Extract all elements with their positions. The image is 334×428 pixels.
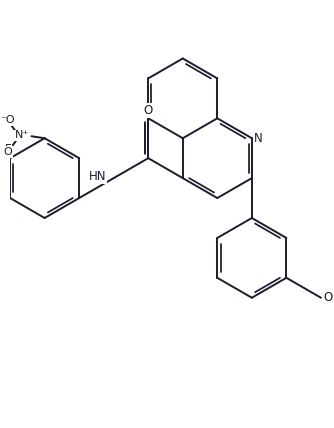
Text: O: O (144, 104, 153, 117)
Text: N: N (254, 132, 262, 145)
Text: ⁻O: ⁻O (0, 115, 15, 125)
Text: HN: HN (89, 169, 107, 183)
Text: F: F (5, 143, 11, 156)
Text: O: O (3, 147, 12, 157)
Text: O: O (323, 291, 332, 304)
Text: N⁺: N⁺ (15, 131, 29, 140)
